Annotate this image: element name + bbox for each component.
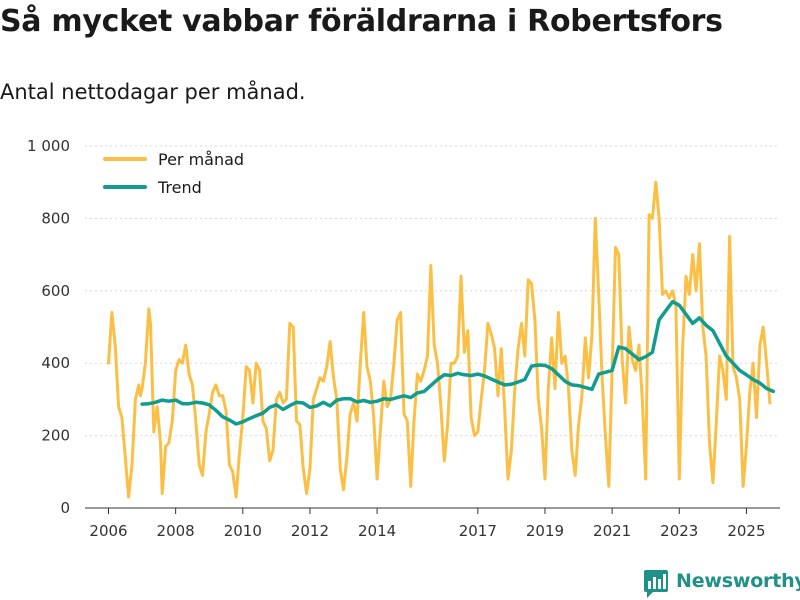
- legend-label-trend: Trend: [157, 178, 202, 197]
- legend-label-per-month: Per månad: [158, 150, 244, 169]
- x-tick-label-0: 2006: [89, 522, 127, 540]
- series-layer: [107, 180, 776, 499]
- y-tick-label-5: 1 000: [27, 137, 70, 155]
- newsworthy-logo-icon: [644, 570, 668, 598]
- x-tick-label-6: 2019: [526, 522, 564, 540]
- y-tick-label-0: 0: [60, 499, 70, 517]
- x-tick-label-8: 2023: [660, 522, 698, 540]
- x-tick-label-1: 2008: [157, 522, 195, 540]
- x-tick-label-2: 2010: [224, 522, 262, 540]
- axis-layer: 0 200 400 600 800 1 000 2006 2008 2010 2012 2014 20…: [27, 137, 780, 540]
- x-tick-label-4: 2014: [358, 522, 396, 540]
- grid-layer: [85, 145, 780, 437]
- series-line-trend: [140, 299, 776, 426]
- y-tick-label-3: 600: [41, 282, 70, 300]
- series-line-per-month: [107, 180, 772, 499]
- chart-title: Så mycket vabbar föräldrarna i Robertsfo…: [0, 4, 723, 39]
- newsworthy-brand: Newsworthy: [644, 568, 800, 600]
- y-tick-label-2: 400: [41, 354, 70, 372]
- legend: Per månad Trend: [103, 150, 244, 197]
- brand-name: Newsworthy: [676, 570, 800, 592]
- x-tick-label-3: 2012: [291, 522, 329, 540]
- y-tick-label-1: 200: [41, 427, 70, 445]
- chart-subtitle: Antal nettodagar per månad.: [0, 80, 306, 104]
- x-tick-label-9: 2025: [727, 522, 765, 540]
- x-tick-label-7: 2021: [593, 522, 631, 540]
- y-tick-label-4: 800: [41, 209, 70, 227]
- x-tick-label-5: 2017: [459, 522, 497, 540]
